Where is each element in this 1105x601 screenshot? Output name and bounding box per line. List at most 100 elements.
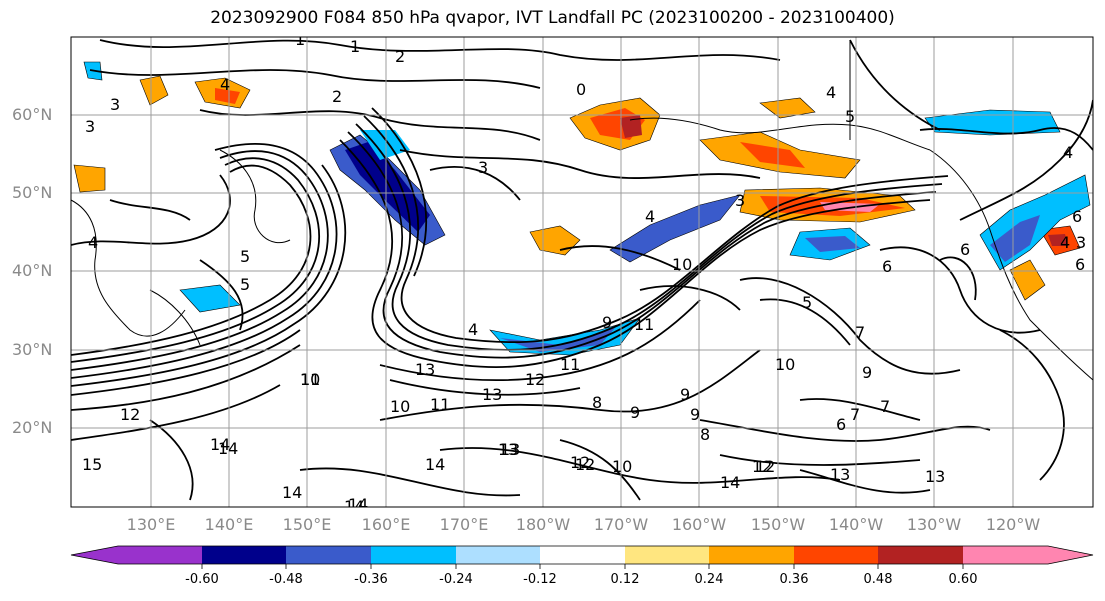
colorbar-tick-label: 0.12 bbox=[610, 572, 640, 587]
contour-lines bbox=[71, 39, 1093, 501]
lon-label: 130°E bbox=[126, 515, 176, 534]
colorbar-segment bbox=[709, 546, 794, 564]
contour-label: 9 bbox=[862, 363, 872, 382]
contour-label: 10 bbox=[390, 397, 410, 416]
contour-label: 12 bbox=[525, 370, 545, 389]
colorbar-tick-label: -0.12 bbox=[523, 572, 557, 587]
contour-label: 10 bbox=[612, 457, 632, 476]
contour-label: 10 bbox=[300, 370, 320, 389]
contour-label: 5 bbox=[240, 275, 250, 294]
colorbar-segment bbox=[1048, 546, 1093, 564]
contour-label: 2 bbox=[332, 87, 342, 106]
contour-label: 11 bbox=[430, 395, 450, 414]
contour-label: 13 bbox=[415, 360, 435, 379]
contour-label: 3 bbox=[735, 191, 745, 210]
colorbar-tick-label: 0.24 bbox=[694, 572, 724, 587]
lat-label: 30°N bbox=[12, 340, 53, 359]
contour-label: 13 bbox=[498, 440, 518, 459]
colorbar-segment bbox=[286, 546, 371, 564]
contour-label: 12 bbox=[570, 453, 590, 472]
colorbar-tick-label: -0.48 bbox=[269, 572, 303, 587]
contour-label: 8 bbox=[592, 393, 602, 412]
lat-label: 20°N bbox=[12, 418, 53, 437]
colorbar-segment bbox=[71, 546, 118, 564]
contour-label: 4 bbox=[1060, 233, 1070, 252]
lon-label: 160°E bbox=[361, 515, 411, 534]
contour-label: 3 bbox=[110, 95, 120, 114]
contour-label: 1 bbox=[295, 30, 305, 49]
contour-label: 12 bbox=[752, 457, 772, 476]
contour-label: 12 bbox=[755, 457, 775, 476]
contour-label: 2 bbox=[395, 47, 405, 66]
colorbar-segment bbox=[540, 546, 625, 564]
contour-label: 5 bbox=[845, 107, 855, 126]
colorbar-tick-label: -0.60 bbox=[185, 572, 219, 587]
contour-label: 4 bbox=[88, 233, 98, 252]
colorbar-segment bbox=[625, 546, 709, 564]
contour-label: 7 bbox=[880, 397, 890, 416]
coastlines bbox=[71, 40, 1093, 381]
lon-label: 170°W bbox=[593, 515, 649, 534]
lon-label: 150°E bbox=[282, 515, 332, 534]
lon-label: 160°W bbox=[671, 515, 727, 534]
contour-label: 5 bbox=[802, 293, 812, 312]
contour-label: 14 bbox=[218, 439, 238, 458]
lon-label: 170°E bbox=[439, 515, 489, 534]
colorbar-segment bbox=[878, 546, 963, 564]
contour-label: 6 bbox=[960, 240, 970, 259]
contour-label: 3 bbox=[85, 117, 95, 136]
contour-label: 5 bbox=[240, 247, 250, 266]
colorbar-tick-label: 0.36 bbox=[779, 572, 809, 587]
contour-label: 14 bbox=[348, 495, 368, 514]
lon-label: 120°W bbox=[985, 515, 1041, 534]
contour-label: 11 bbox=[634, 315, 654, 334]
colorbar-tick-label: 0.48 bbox=[863, 572, 893, 587]
contour-label: 13 bbox=[925, 467, 945, 486]
contour-label: 9 bbox=[602, 313, 612, 332]
lon-label: 180°W bbox=[515, 515, 571, 534]
contour-label: 8 bbox=[700, 425, 710, 444]
lon-label: 150°W bbox=[750, 515, 806, 534]
lat-label: 60°N bbox=[12, 105, 53, 124]
contour-label: 6 bbox=[1072, 207, 1082, 226]
contour-label: 4 bbox=[645, 207, 655, 226]
colorbar-segment bbox=[794, 546, 878, 564]
contour-label: 10 bbox=[775, 355, 795, 374]
contour-label: 11 bbox=[560, 355, 580, 374]
colorbar-segment bbox=[202, 546, 286, 564]
shading-layer bbox=[73, 61, 1091, 356]
lon-label: 140°W bbox=[828, 515, 884, 534]
contour-label: 9 bbox=[690, 405, 700, 424]
contour-label: 14 bbox=[720, 473, 740, 492]
colorbar-tick-label: -0.36 bbox=[354, 572, 388, 587]
contour-label: 12 bbox=[575, 455, 595, 474]
contour-label: 14 bbox=[344, 497, 364, 516]
map-frame bbox=[70, 36, 1094, 508]
colorbar-segment bbox=[963, 546, 1048, 564]
contour-label: 15 bbox=[82, 455, 102, 474]
contour-label: 4 bbox=[826, 83, 836, 102]
contour-label: 11 bbox=[300, 370, 320, 389]
contour-label: 10 bbox=[672, 255, 692, 274]
lon-label: 140°E bbox=[204, 515, 254, 534]
colorbar-tick-label: -0.24 bbox=[439, 572, 473, 587]
contour-label: 0 bbox=[576, 80, 586, 99]
contour-label: 12 bbox=[120, 405, 140, 424]
contour-label: 4 bbox=[468, 320, 478, 339]
colorbar-segment bbox=[456, 546, 540, 564]
lat-label: 50°N bbox=[12, 183, 53, 202]
contour-label: 9 bbox=[680, 385, 690, 404]
contour-label: 6 bbox=[1075, 255, 1085, 274]
contour-label: 14 bbox=[210, 435, 230, 454]
contour-label: 13 bbox=[482, 385, 502, 404]
gridlines bbox=[71, 37, 1093, 507]
contour-label: 13 bbox=[830, 465, 850, 484]
colorbar-tick-label: 0.60 bbox=[948, 572, 978, 587]
colorbar-outline bbox=[70, 545, 1094, 565]
colorbar-segment bbox=[118, 546, 202, 564]
contour-label: 3 bbox=[478, 158, 488, 177]
colorbar-segment bbox=[371, 546, 456, 564]
contour-label: 7 bbox=[855, 323, 865, 342]
contour-label: 4 bbox=[220, 75, 230, 94]
lon-label: 130°W bbox=[906, 515, 962, 534]
